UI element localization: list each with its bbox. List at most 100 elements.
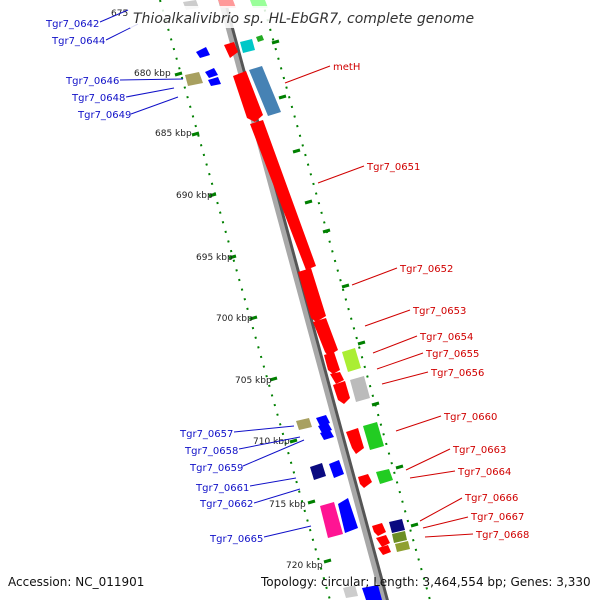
gene-label[interactable]: Tgr7_0665 (209, 534, 263, 545)
gene-tgr7-0654 (342, 348, 361, 372)
gene-meth (233, 71, 263, 122)
gene-gray-0656 (350, 376, 370, 402)
gene-navy-0666 (389, 519, 405, 533)
tick-label-690: 690 kbp (176, 191, 213, 201)
gene-label[interactable]: Tgr7_0662 (199, 499, 253, 510)
leader-line (317, 165, 365, 184)
leader-line (233, 425, 295, 433)
gene-tgr7-0653 (313, 318, 338, 356)
gene-green-top (256, 35, 264, 42)
gene-label[interactable]: Tgr7_0644 (51, 36, 105, 47)
leader-line (238, 436, 301, 450)
leader-line (364, 309, 411, 327)
tick-label-700: 700 kbp (216, 314, 253, 324)
tick-mark (174, 71, 183, 77)
gene-label[interactable]: Tgr7_0664 (457, 467, 511, 478)
tick-label-715: 715 kbp (269, 500, 306, 510)
gene-label[interactable]: Tgr7_0666 (464, 493, 518, 504)
leader-line (284, 65, 331, 84)
blue-leader-lines (99, 9, 312, 538)
gene-red-0663 (358, 474, 372, 488)
gene-label[interactable]: Tgr7_0648 (71, 93, 125, 104)
tick-mark (307, 499, 316, 505)
tick-marks (174, 39, 419, 564)
gene-label[interactable]: Tgr7_0649 (77, 110, 131, 121)
leader-line (395, 415, 442, 432)
leader-line (263, 525, 312, 538)
gene-blue-0644 (196, 47, 210, 58)
topology-text: Topology: circular; Length: 3,464,554 bp… (260, 575, 591, 589)
gene-label[interactable]: Tgr7_0657 (179, 429, 233, 440)
gene-blue-0665 (338, 498, 358, 533)
gene-magenta-0665 (320, 502, 343, 538)
tick-mark (395, 464, 404, 470)
gene-label[interactable]: Tgr7_0651 (366, 162, 420, 173)
gene-blue-0658 (316, 415, 330, 426)
gene-label[interactable]: Tgr7_0655 (425, 349, 479, 360)
tick-mark (289, 438, 298, 444)
gene-red-0660 (346, 428, 364, 454)
gene-red-top (224, 42, 238, 58)
gene-label[interactable]: Tgr7_0668 (475, 530, 529, 541)
leader-line (99, 9, 129, 23)
tick-mark (323, 558, 332, 564)
tick-label-685: 685 kbp (155, 129, 192, 139)
tick-mark (304, 199, 313, 205)
gene-label[interactable]: Tgr7_0661 (195, 483, 249, 494)
gene-bottom-gray-partial (343, 585, 358, 598)
leader-line (424, 533, 474, 538)
tick-mark (271, 39, 280, 45)
tick-mark (292, 148, 301, 154)
leader-line (405, 448, 451, 471)
tick-label-680: 680 kbp (134, 69, 171, 79)
gene-label[interactable]: Tgr7_0656 (430, 368, 484, 379)
leader-line (351, 267, 398, 286)
gene-red-0666 (372, 523, 386, 536)
gene-label[interactable]: metH (333, 62, 360, 73)
gene-tgr7-0651 (250, 120, 316, 270)
gene-bottom-blue-partial (362, 585, 382, 600)
gene-cyan-top (240, 39, 255, 53)
tick-mark (269, 376, 278, 382)
gene-red-0667 (376, 535, 390, 547)
gene-label[interactable]: Tgr7_0646 (65, 76, 119, 87)
gene-steelblue (249, 66, 281, 116)
gene-label[interactable]: Tgr7_0642 (45, 19, 99, 30)
gene-label[interactable]: Tgr7_0654 (419, 332, 473, 343)
reverse-features (183, 0, 358, 538)
gene-label[interactable]: Tgr7_0653 (412, 306, 466, 317)
gene-blue-0659b (320, 430, 334, 440)
gene-red-0655b (330, 372, 344, 384)
tick-label-695: 695 kbp (196, 253, 233, 263)
map-title: Thioalkalivibrio sp. HL-EbGR7, complete … (133, 11, 474, 27)
gene-label[interactable]: Tgr7_0659 (189, 463, 243, 474)
tick-mark (208, 192, 217, 198)
gene-label[interactable]: Tgr7_0663 (452, 445, 506, 456)
tick-mark (191, 131, 200, 137)
tick-label-705: 705 kbp (235, 376, 272, 386)
gene-green-0660 (363, 422, 384, 450)
leader-line (242, 439, 305, 467)
gene-navy-0661 (310, 463, 326, 480)
gene-blue-0649 (208, 77, 221, 86)
gene-olive-0646 (185, 72, 203, 86)
gene-label[interactable]: Tgr7_0660 (443, 412, 497, 423)
gene-olive-0657 (296, 418, 312, 430)
gene-red-0668 (378, 545, 391, 555)
gene-label[interactable]: Tgr7_0658 (184, 446, 238, 457)
tick-label-720: 720 kbp (286, 561, 323, 571)
gene-olive-0668 (395, 541, 410, 552)
gene-label[interactable]: Tgr7_0652 (399, 264, 453, 275)
red-leader-lines (284, 65, 474, 538)
tick-mark (278, 94, 287, 100)
gene-blue-0662 (329, 460, 344, 478)
leader-line (130, 96, 179, 115)
tick-mark (357, 340, 366, 346)
leader-line (249, 477, 297, 487)
leader-line (381, 371, 429, 385)
gene-label[interactable]: Tgr7_0667 (470, 512, 524, 523)
left-scale-track (159, 0, 331, 600)
gene-blue-0648 (205, 68, 218, 78)
